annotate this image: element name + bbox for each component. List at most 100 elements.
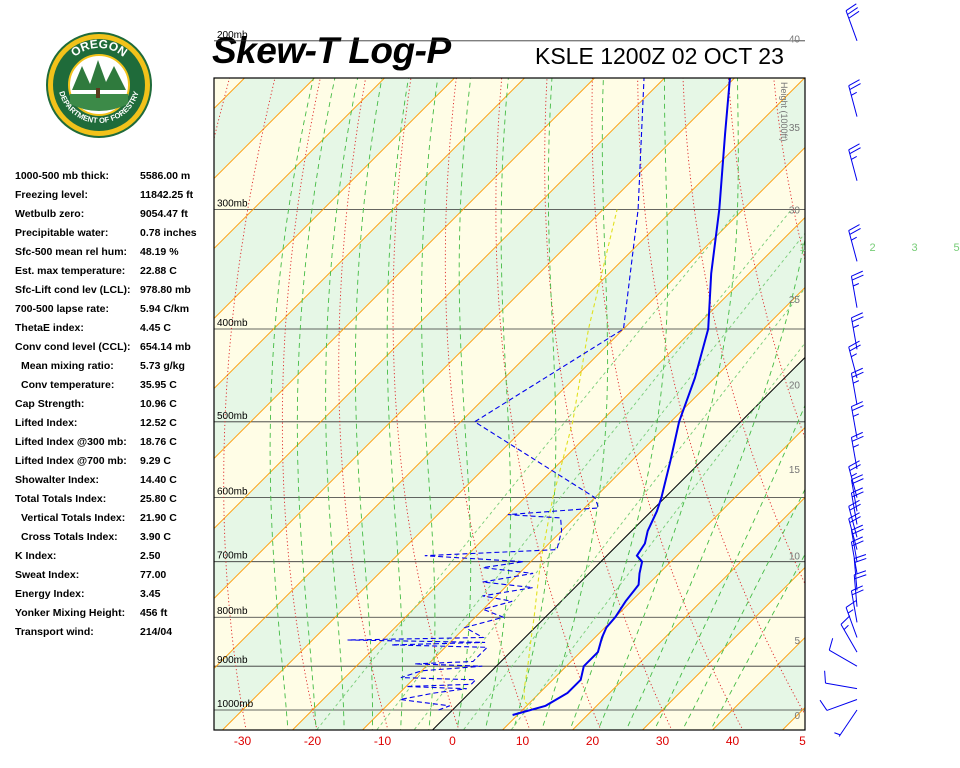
dry-adiabat bbox=[495, 78, 602, 730]
moist-adiabat bbox=[625, 236, 805, 730]
x-tick-label: 10 bbox=[516, 734, 530, 748]
x-tick-label: 0 bbox=[449, 734, 456, 748]
index-label: Cross Totals Index: bbox=[21, 531, 118, 543]
index-label: Cap Strength: bbox=[15, 398, 85, 410]
wind-barb-flag bbox=[845, 600, 857, 608]
height-tick-label: 40 bbox=[789, 35, 801, 46]
svg-text:OREGON: OREGON bbox=[68, 37, 130, 60]
isotherm-line bbox=[214, 78, 665, 530]
index-row: K Index: 2.50 bbox=[15, 550, 210, 569]
x-tick-label: -30 bbox=[234, 734, 252, 748]
index-label: Freezing level: bbox=[15, 189, 88, 201]
parcel-profile bbox=[523, 209, 618, 711]
wind-barb-flag bbox=[851, 528, 864, 535]
index-value: 25.80 C bbox=[140, 493, 177, 505]
wind-barb-flag bbox=[852, 380, 860, 384]
pressure-label: 200mb bbox=[217, 30, 248, 41]
index-value: 9054.47 ft bbox=[140, 208, 188, 220]
index-value: 14.40 C bbox=[140, 474, 177, 486]
dry-adiabat bbox=[923, 0, 960, 734]
pressure-label: 300mb bbox=[217, 198, 248, 209]
index-label: Transport wind: bbox=[15, 626, 94, 638]
index-row: Showalter Index: 14.40 C bbox=[15, 474, 210, 493]
index-label: Conv cond level (CCL): bbox=[15, 341, 131, 353]
index-value: 10.96 C bbox=[140, 398, 177, 410]
wind-barb-staff bbox=[853, 574, 858, 607]
dry-adiabat bbox=[847, 0, 960, 734]
isotherm-line bbox=[362, 286, 805, 730]
moist-adiabat bbox=[513, 78, 557, 730]
dry-adiabat bbox=[637, 78, 805, 716]
wind-barb-flag bbox=[851, 524, 863, 531]
temperature-band bbox=[782, 707, 805, 730]
wind-barb-flag bbox=[845, 3, 857, 12]
wind-barb-staff bbox=[848, 230, 858, 262]
index-value: 0.78 inches bbox=[140, 227, 197, 239]
index-row: Wetbulb zero: 9054.47 ft bbox=[15, 208, 210, 227]
moist-adiabat bbox=[653, 404, 805, 730]
index-label: 700-500 lapse rate: bbox=[15, 303, 109, 315]
x-tick-label: 30 bbox=[656, 734, 670, 748]
wind-barb-staff bbox=[853, 558, 858, 591]
wind-barb-staff bbox=[850, 590, 858, 623]
dry-adiabat bbox=[223, 78, 276, 730]
indices-panel: 1000-500 mb thick: 5586.00 m Freezing leve… bbox=[15, 170, 210, 645]
index-row: Cap Strength: 10.96 C bbox=[15, 398, 210, 417]
wind-barb-staff bbox=[845, 10, 858, 41]
isotherm-line bbox=[782, 706, 805, 730]
index-label: Est. max temperature: bbox=[15, 265, 126, 277]
index-value: 5.94 C/km bbox=[140, 303, 190, 315]
wind-barb-flag bbox=[851, 274, 864, 281]
wind-barb-staff bbox=[845, 607, 858, 638]
dry-adiabat bbox=[682, 78, 805, 585]
chart-title: Skew-T Log-P bbox=[212, 30, 451, 71]
wind-barb-staff bbox=[850, 373, 858, 405]
wind-barb-flag bbox=[851, 371, 864, 378]
wind-barb-flag bbox=[848, 143, 860, 151]
wind-barb-flag bbox=[851, 431, 863, 438]
wind-barb-flag bbox=[848, 79, 860, 87]
index-label: K Index: bbox=[15, 550, 57, 562]
wind-barb-flag bbox=[851, 270, 863, 277]
index-value: 22.88 C bbox=[140, 265, 177, 277]
mixing-ratio-line bbox=[316, 209, 740, 730]
wind-barb-flag bbox=[819, 699, 828, 711]
wind-barb-flag bbox=[849, 344, 861, 352]
index-label: Lifted Index @700 mb: bbox=[15, 455, 127, 467]
wind-barb bbox=[850, 312, 864, 350]
temperature-band bbox=[214, 78, 805, 730]
wind-barb-flag bbox=[847, 7, 858, 15]
mixing-ratio-line bbox=[413, 232, 805, 730]
x-tick-label: -10 bbox=[374, 734, 392, 748]
wind-barb bbox=[845, 3, 860, 41]
index-value: 5586.00 m bbox=[140, 170, 191, 182]
wind-barb-flag bbox=[851, 316, 864, 323]
wind-barb-flag bbox=[824, 670, 826, 684]
wind-barb-flag bbox=[840, 615, 851, 625]
wind-barb-staff bbox=[840, 624, 858, 653]
wind-barb-staff bbox=[838, 709, 858, 737]
wind-barb-flag bbox=[854, 574, 867, 580]
index-row: Conv temperature: 35.95 C bbox=[15, 379, 210, 398]
isotherm-line bbox=[214, 78, 245, 110]
wind-barb-staff bbox=[848, 506, 858, 538]
wind-barb-flag bbox=[849, 464, 861, 471]
wind-barb-flag bbox=[848, 460, 860, 468]
wind-barb bbox=[848, 499, 861, 538]
wind-barb-flag bbox=[851, 472, 857, 477]
wind-barb-flag bbox=[849, 147, 861, 155]
wind-barb-staff bbox=[850, 317, 858, 350]
wind-barb-staff bbox=[825, 682, 858, 690]
index-row: Lifted Index @300 mb: 18.76 C bbox=[15, 436, 210, 455]
pressure-label: 400mb bbox=[217, 318, 248, 329]
mixing-ratio-line bbox=[510, 342, 805, 730]
wind-barb bbox=[850, 474, 864, 512]
x-tick-label: 40 bbox=[726, 734, 740, 748]
wind-barb-flag bbox=[851, 367, 863, 374]
wind-barb-flag bbox=[854, 557, 867, 563]
wind-barb-flag bbox=[848, 499, 860, 507]
wind-barb-flag bbox=[852, 413, 860, 417]
index-value: 21.90 C bbox=[140, 512, 177, 524]
mixing-ratio-label: 1 bbox=[799, 242, 805, 254]
dry-adiabat bbox=[444, 78, 531, 730]
